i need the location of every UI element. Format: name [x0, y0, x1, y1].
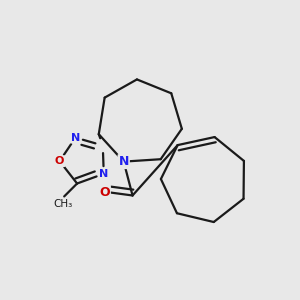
- Text: CH₃: CH₃: [53, 199, 72, 209]
- Text: N: N: [118, 155, 129, 168]
- Text: N: N: [99, 169, 108, 179]
- Text: O: O: [99, 186, 110, 199]
- Text: N: N: [71, 133, 80, 142]
- Text: O: O: [55, 156, 64, 166]
